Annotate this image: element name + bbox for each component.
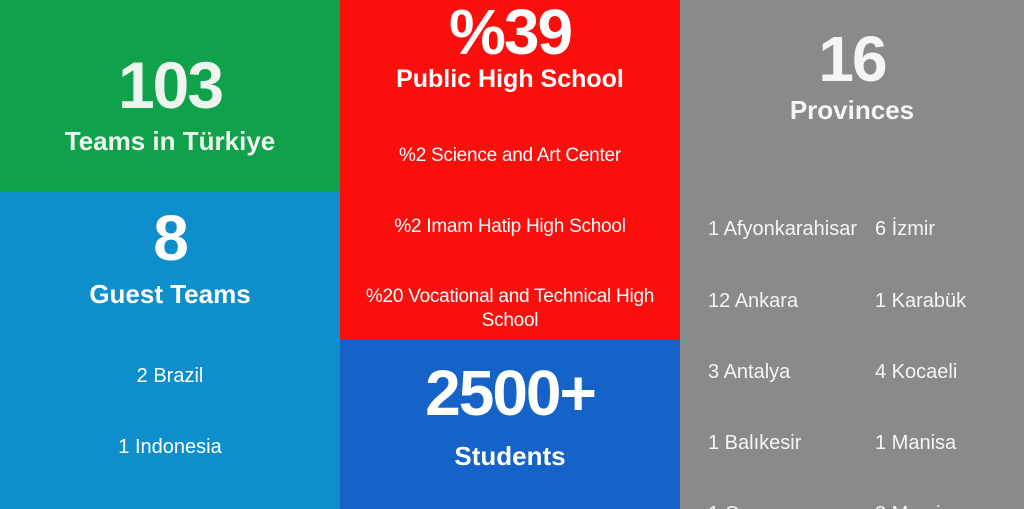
school-types-block: %39 Public High School %2 Science and Ar…: [340, 0, 680, 340]
list-item: 2 Brazil: [136, 364, 204, 387]
list-item: %2 Science and Art Center: [399, 145, 621, 166]
provinces-count: 16: [818, 23, 887, 95]
list-item: 1 Indonesia: [118, 435, 222, 458]
provinces-column-2: 6 İzmir 1 Karabük 4 Kocaeli 1 Manisa 3 M…: [875, 171, 967, 509]
guest-teams-list: 2 Brazil 1 Indonesia 1 Switzerlan1 1 Lib…: [0, 317, 340, 509]
public-high-school-label: Public High School: [396, 65, 624, 93]
list-item: 1 Balıkesir: [708, 431, 802, 454]
students-label: Students: [454, 441, 566, 471]
list-item: 1 Çorum: [708, 503, 875, 509]
list-item: 1 Switzerlan1: [0, 507, 340, 509]
center-column: %39 Public High School %2 Science and Ar…: [340, 0, 680, 509]
provinces-column-1: 1 Afyonkarahisar 12 Ankara 3 Antalya 1 B…: [708, 171, 875, 509]
students-block: 2500+ Students: [340, 340, 680, 509]
list-item: %2 Imam Hatip High School: [394, 215, 626, 237]
list-item: 1 Afyonkarahisar: [708, 218, 857, 241]
list-item: 12 Ankara: [708, 289, 799, 312]
provinces-label: Provinces: [789, 95, 915, 125]
list-item: %20 Vocational and Technical High School: [365, 286, 660, 331]
students-count: 2500+: [425, 357, 597, 429]
list-item: 4 Kocaeli: [875, 360, 958, 383]
public-high-school-percent: %39: [448, 0, 573, 68]
list-item: 3 Mersin: [875, 503, 967, 509]
provinces-list: 1 Afyonkarahisar 12 Ankara 3 Antalya 1 B…: [680, 171, 1024, 509]
provinces-block: 16 Provinces 1 Afyonkarahisar 12 Ankara …: [680, 0, 1024, 509]
list-item: 1 Manisa: [875, 431, 957, 454]
teams-label: Teams in Türkiye: [64, 126, 276, 156]
guest-teams-label: Guest Teams: [89, 279, 251, 309]
teams-count: 103: [117, 48, 224, 122]
teams-block: 103 Teams in Türkiye: [0, 0, 340, 191]
guest-teams-block: 8 Guest Teams 2 Brazil 1 Indonesia 1 Swi…: [0, 191, 340, 509]
left-column: 103 Teams in Türkiye 8 Guest Teams 2 Bra…: [0, 0, 340, 509]
list-item: 3 Antalya: [708, 360, 791, 383]
list-item: 1 Karabük: [875, 289, 967, 312]
right-column: 16 Provinces 1 Afyonkarahisar 12 Ankara …: [680, 0, 1024, 509]
guest-teams-count: 8: [153, 202, 189, 274]
list-item: 6 İzmir: [875, 218, 935, 241]
school-types-list: %2 Science and Art Center %2 Imam Hatip …: [340, 97, 680, 340]
